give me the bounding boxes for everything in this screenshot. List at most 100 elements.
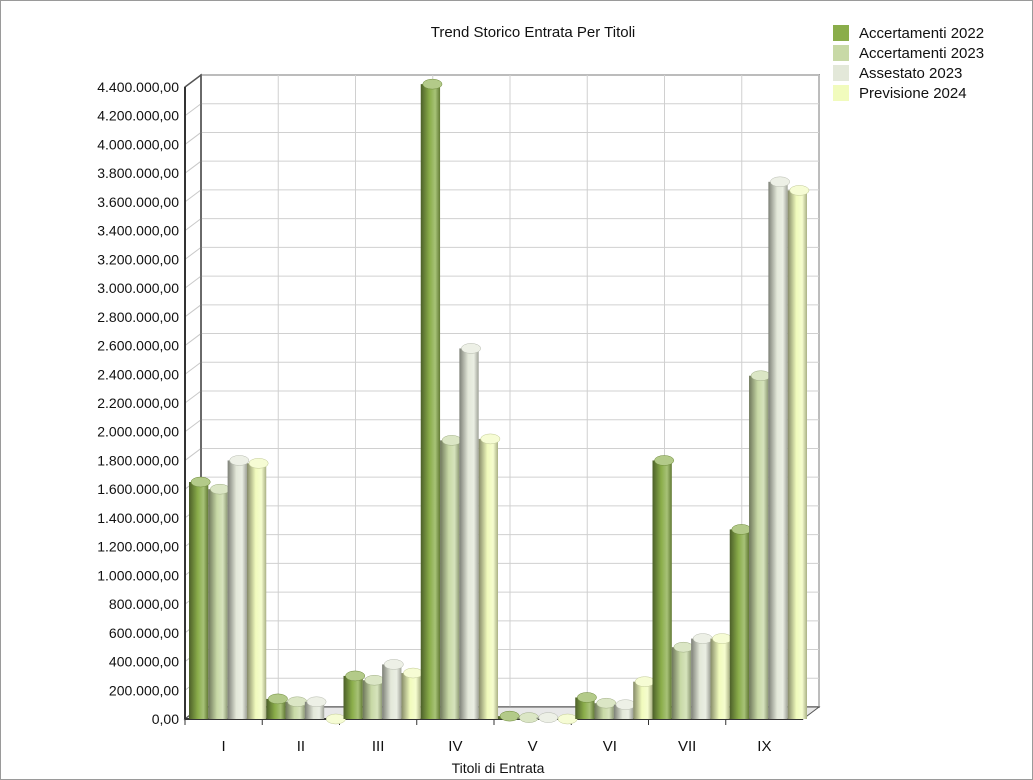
y-tick-label: 2.800.000,00 (97, 309, 179, 325)
bar-cap (248, 458, 269, 469)
bar (459, 343, 481, 719)
x-axis-title: Titoli di Entrata (452, 760, 545, 776)
y-gridline-side (184, 218, 202, 232)
bar-body (246, 463, 267, 719)
x-tick-label: V (528, 738, 538, 755)
y-tick-label: 2.400.000,00 (97, 366, 179, 382)
bar (440, 435, 462, 719)
legend-item: Assestato 2023 (833, 63, 984, 83)
bar-body (478, 438, 498, 719)
legend-swatch (833, 25, 849, 41)
bar (671, 641, 694, 719)
bar-cap (345, 670, 366, 682)
bar (691, 633, 713, 719)
y-tick-label: 1.800.000,00 (97, 452, 179, 468)
bar-body (362, 680, 383, 719)
bar-cap (731, 524, 752, 535)
y-tick-label: 3.400.000,00 (97, 223, 179, 239)
bar (325, 713, 346, 725)
bar-body (749, 375, 769, 719)
bar (382, 659, 404, 719)
y-tick-label: 2.200.000,00 (97, 395, 179, 411)
y-tick-label: 2.600.000,00 (97, 338, 179, 354)
bar (749, 370, 771, 719)
legend-swatch (833, 65, 849, 81)
y-gridline-side (184, 419, 202, 433)
y-tick-label: 800.000,00 (109, 596, 179, 612)
bar (594, 697, 617, 719)
y-tick-label: 0,00 (152, 711, 179, 727)
bar-body (401, 673, 421, 719)
bar-cap (712, 633, 732, 644)
chart-title: Trend Storico Entrata Per Titoli (431, 24, 636, 41)
bar-cap (750, 370, 771, 381)
bar (613, 699, 636, 719)
bar-cap (383, 659, 404, 670)
bar-cap (364, 674, 385, 686)
bar (266, 693, 288, 719)
legend-label: Previsione 2024 (859, 84, 967, 102)
bar-cap (306, 696, 327, 708)
y-tick-label: 1.400.000,00 (97, 510, 179, 526)
bar-cap (229, 455, 250, 466)
x-tick-label: II (297, 738, 305, 755)
bar-body (208, 489, 228, 719)
bar (285, 696, 308, 719)
bar-cap (422, 78, 443, 90)
bar (633, 676, 655, 719)
y-tick-label: 3.000.000,00 (97, 280, 179, 296)
bar-cap (441, 435, 462, 446)
bar-cap (538, 712, 559, 723)
bar (478, 433, 501, 719)
bar-cap (673, 641, 694, 653)
y-tick-label: 3.600.000,00 (97, 194, 179, 210)
bar-body (227, 460, 247, 719)
legend-item: Accertamenti 2022 (833, 23, 984, 43)
y-gridline-side (184, 448, 202, 461)
bar-cap (210, 483, 230, 495)
y-tick-label: 200.000,00 (109, 682, 179, 698)
y-tick-label: 1.200.000,00 (97, 539, 179, 555)
bar (343, 670, 366, 719)
bar (208, 483, 230, 719)
bar (575, 692, 597, 719)
bar-cap (770, 176, 790, 188)
bar (304, 696, 327, 719)
y-tick-label: 3.200.000,00 (97, 251, 179, 267)
bar-cap (461, 343, 481, 354)
y-gridline-side (184, 333, 202, 346)
x-tick-label: III (372, 738, 385, 755)
bar (498, 710, 520, 722)
bar-body (768, 181, 788, 720)
y-gridline-side (184, 103, 202, 117)
y-tick-label: 1.600.000,00 (97, 481, 179, 497)
bar (652, 455, 675, 719)
chart-legend: Accertamenti 2022 Accertamenti 2023 Assest… (833, 23, 984, 103)
y-tick-label: 400.000,00 (109, 654, 179, 670)
bar (787, 185, 810, 719)
bar-cap (615, 699, 636, 710)
bar (401, 667, 423, 719)
bar (227, 455, 250, 719)
y-gridline-side (184, 246, 202, 260)
bar-body (189, 482, 209, 719)
bar-cap (557, 713, 578, 725)
y-gridline-side (184, 304, 202, 318)
legend-item: Previsione 2024 (833, 83, 984, 103)
y-gridline-side (184, 160, 202, 174)
bar-cap (287, 696, 308, 708)
bar-body (382, 664, 402, 719)
legend-swatch (833, 85, 849, 101)
y-gridline-side (184, 132, 202, 145)
legend-swatch (833, 45, 849, 61)
bar-cap (519, 712, 539, 723)
bar-body (420, 84, 441, 720)
bar-body (729, 529, 750, 719)
bar-body (633, 681, 653, 719)
y-tick-label: 600.000,00 (109, 625, 179, 641)
legend-item: Accertamenti 2023 (833, 43, 984, 63)
y-tick-label: 2.000.000,00 (97, 424, 179, 440)
bar (189, 476, 211, 719)
